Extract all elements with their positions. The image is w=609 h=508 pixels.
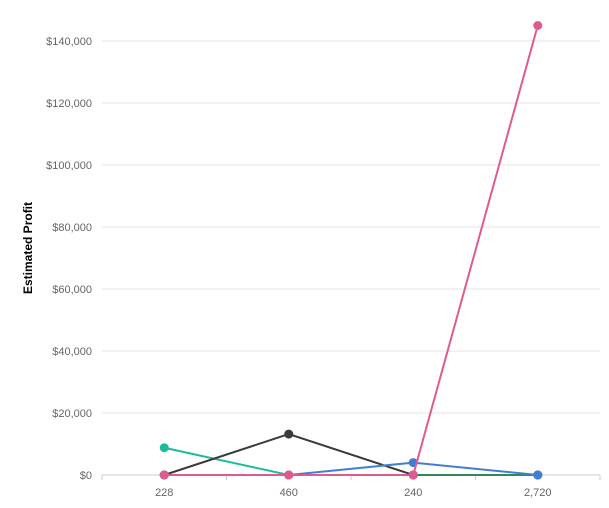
series-pink-line	[164, 25, 539, 476]
y-tick-label: $60,000	[52, 284, 92, 296]
x-tick-label: 2,720	[524, 487, 552, 499]
series-pink-point[interactable]	[159, 470, 169, 480]
y-tick-label: $40,000	[52, 346, 92, 358]
series-dark-point[interactable]	[284, 429, 294, 439]
y-tick-label: $140,000	[46, 36, 92, 48]
series-teal-point[interactable]	[159, 443, 169, 453]
x-axis: 228 460 240 2,720	[101, 474, 601, 499]
series-pink-point[interactable]	[284, 470, 294, 480]
series-teal-line	[164, 446, 538, 476]
gridlines	[102, 40, 600, 414]
series-pink-point[interactable]	[533, 21, 543, 30]
y-axis-ticks: $0 $20,000 $40,000 $60,000 $80,000 $100,000 $1…	[46, 36, 92, 482]
series-blue-line	[164, 461, 538, 476]
y-tick-label: $100,000	[46, 160, 92, 172]
y-tick-label: $80,000	[52, 222, 92, 234]
y-tick-label: $20,000	[52, 408, 92, 420]
y-axis-title: Estimated Profit	[21, 202, 35, 294]
series-dark	[159, 429, 543, 480]
y-tick-label: $0	[80, 470, 92, 482]
series-lines	[159, 21, 543, 480]
series-pink-point[interactable]	[408, 470, 418, 480]
series-blue-point[interactable]	[533, 470, 543, 480]
series-pink	[159, 21, 543, 480]
x-tick-label: 240	[404, 487, 422, 499]
x-tick-label: 460	[280, 487, 298, 499]
x-tick-label: 228	[155, 487, 173, 499]
y-tick-label: $120,000	[46, 98, 92, 110]
